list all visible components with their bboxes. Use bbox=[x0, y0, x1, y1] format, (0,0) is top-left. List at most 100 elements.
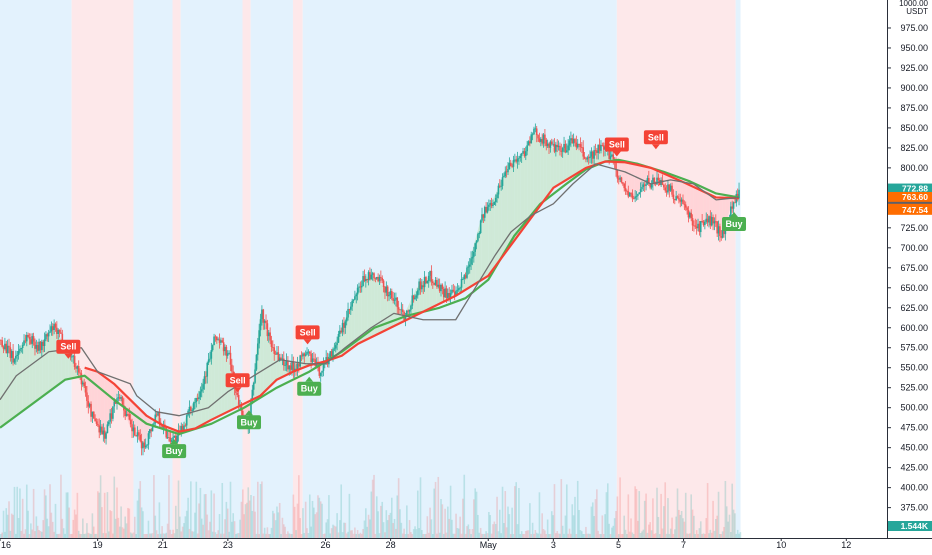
volume-bar bbox=[251, 510, 254, 538]
volume-bar bbox=[50, 512, 53, 538]
candle-body bbox=[475, 240, 478, 244]
volume-bar bbox=[95, 533, 98, 538]
volume-bar bbox=[730, 532, 732, 538]
volume-bar bbox=[173, 533, 176, 538]
ma-fill-segment bbox=[42, 337, 46, 397]
volume-bar bbox=[337, 532, 340, 538]
candle-body bbox=[49, 331, 51, 333]
volume-bar bbox=[492, 524, 494, 538]
candle-body bbox=[251, 389, 254, 402]
candle-body bbox=[612, 154, 615, 160]
volume-bar bbox=[57, 533, 60, 538]
candle-body bbox=[1, 340, 3, 347]
volume-bar bbox=[252, 496, 255, 538]
candle-body bbox=[483, 207, 486, 218]
candle-body bbox=[47, 332, 50, 337]
volume-bar bbox=[407, 533, 410, 538]
volume-bar bbox=[738, 533, 740, 538]
volume-bar bbox=[236, 533, 239, 538]
volume-bar bbox=[645, 493, 647, 538]
volume-bar bbox=[467, 524, 470, 538]
volume-bar bbox=[620, 533, 623, 538]
candle-body bbox=[724, 229, 727, 235]
volume-bar bbox=[381, 501, 384, 538]
candle-body bbox=[719, 226, 721, 237]
ma-fill-segment bbox=[413, 287, 417, 317]
candle-body bbox=[250, 401, 252, 419]
candle-body bbox=[395, 297, 397, 300]
volume-bar bbox=[671, 517, 673, 538]
volume-bar bbox=[721, 531, 724, 538]
buy-badge bbox=[297, 381, 322, 396]
candle-body bbox=[493, 202, 496, 205]
volume-bar bbox=[25, 484, 28, 538]
volume-bar bbox=[581, 531, 583, 538]
candle-body bbox=[508, 162, 511, 170]
candle-body bbox=[359, 286, 362, 288]
volume-bar bbox=[332, 524, 334, 538]
candle-body bbox=[292, 361, 295, 372]
candle-body bbox=[117, 397, 120, 399]
buy-pointer bbox=[170, 439, 179, 445]
candle-body bbox=[318, 365, 321, 376]
volume-bar bbox=[649, 522, 651, 538]
sell-signal: Sell bbox=[225, 373, 250, 393]
volume-bar bbox=[615, 510, 617, 538]
volume-bar bbox=[157, 533, 159, 538]
volume-bar bbox=[139, 481, 142, 538]
volume-bar bbox=[693, 515, 695, 538]
ma-fill-segment bbox=[569, 139, 573, 178]
candle-body bbox=[560, 150, 563, 152]
candle-body bbox=[713, 221, 716, 224]
ma-fill-segment bbox=[546, 143, 551, 197]
volume-bar bbox=[296, 503, 299, 538]
candle-body bbox=[79, 372, 81, 374]
candle-body bbox=[559, 145, 561, 151]
candle-body bbox=[557, 145, 560, 148]
candle-body bbox=[660, 179, 662, 186]
price-tick-label: 675.00 bbox=[900, 263, 928, 273]
volume-bar bbox=[553, 484, 556, 538]
ma-fill-segment bbox=[221, 345, 225, 415]
volume-bar bbox=[106, 492, 109, 538]
candle-body bbox=[686, 207, 688, 211]
volume-bar bbox=[493, 521, 496, 538]
candle-body bbox=[380, 276, 382, 278]
volume-bar bbox=[632, 533, 635, 538]
candle-body bbox=[41, 341, 43, 351]
candle-body bbox=[334, 345, 337, 349]
candle-body bbox=[623, 183, 626, 189]
candle-body bbox=[609, 156, 612, 159]
buy-label: Buy bbox=[301, 384, 318, 394]
volume-bar bbox=[330, 528, 333, 538]
volume-bar bbox=[511, 507, 513, 538]
candle-body bbox=[489, 203, 492, 205]
candle-body bbox=[661, 179, 664, 185]
candle-body bbox=[138, 432, 140, 436]
volume-bar bbox=[188, 528, 191, 538]
volume-bar bbox=[567, 533, 569, 538]
volume-bar bbox=[679, 514, 682, 538]
candle-body bbox=[656, 177, 658, 185]
volume-bar bbox=[489, 515, 492, 538]
volume-bar bbox=[448, 518, 451, 538]
volume-bar bbox=[719, 534, 721, 538]
volume-bar bbox=[433, 488, 435, 538]
volume-bar bbox=[325, 522, 327, 538]
volume-bar bbox=[395, 528, 397, 538]
volume-bar bbox=[594, 499, 597, 538]
candle-body bbox=[544, 134, 546, 140]
candle-body bbox=[509, 162, 512, 166]
candle-body bbox=[354, 296, 356, 300]
candle-body bbox=[561, 148, 564, 152]
price-tick-label: 950.00 bbox=[900, 43, 928, 53]
volume-bar bbox=[437, 476, 440, 538]
candle-body bbox=[459, 287, 461, 289]
candle-body bbox=[390, 291, 393, 299]
volume-bar bbox=[217, 530, 219, 538]
candle-body bbox=[347, 309, 349, 318]
candle-body bbox=[31, 336, 34, 344]
volume-bar bbox=[400, 522, 403, 538]
